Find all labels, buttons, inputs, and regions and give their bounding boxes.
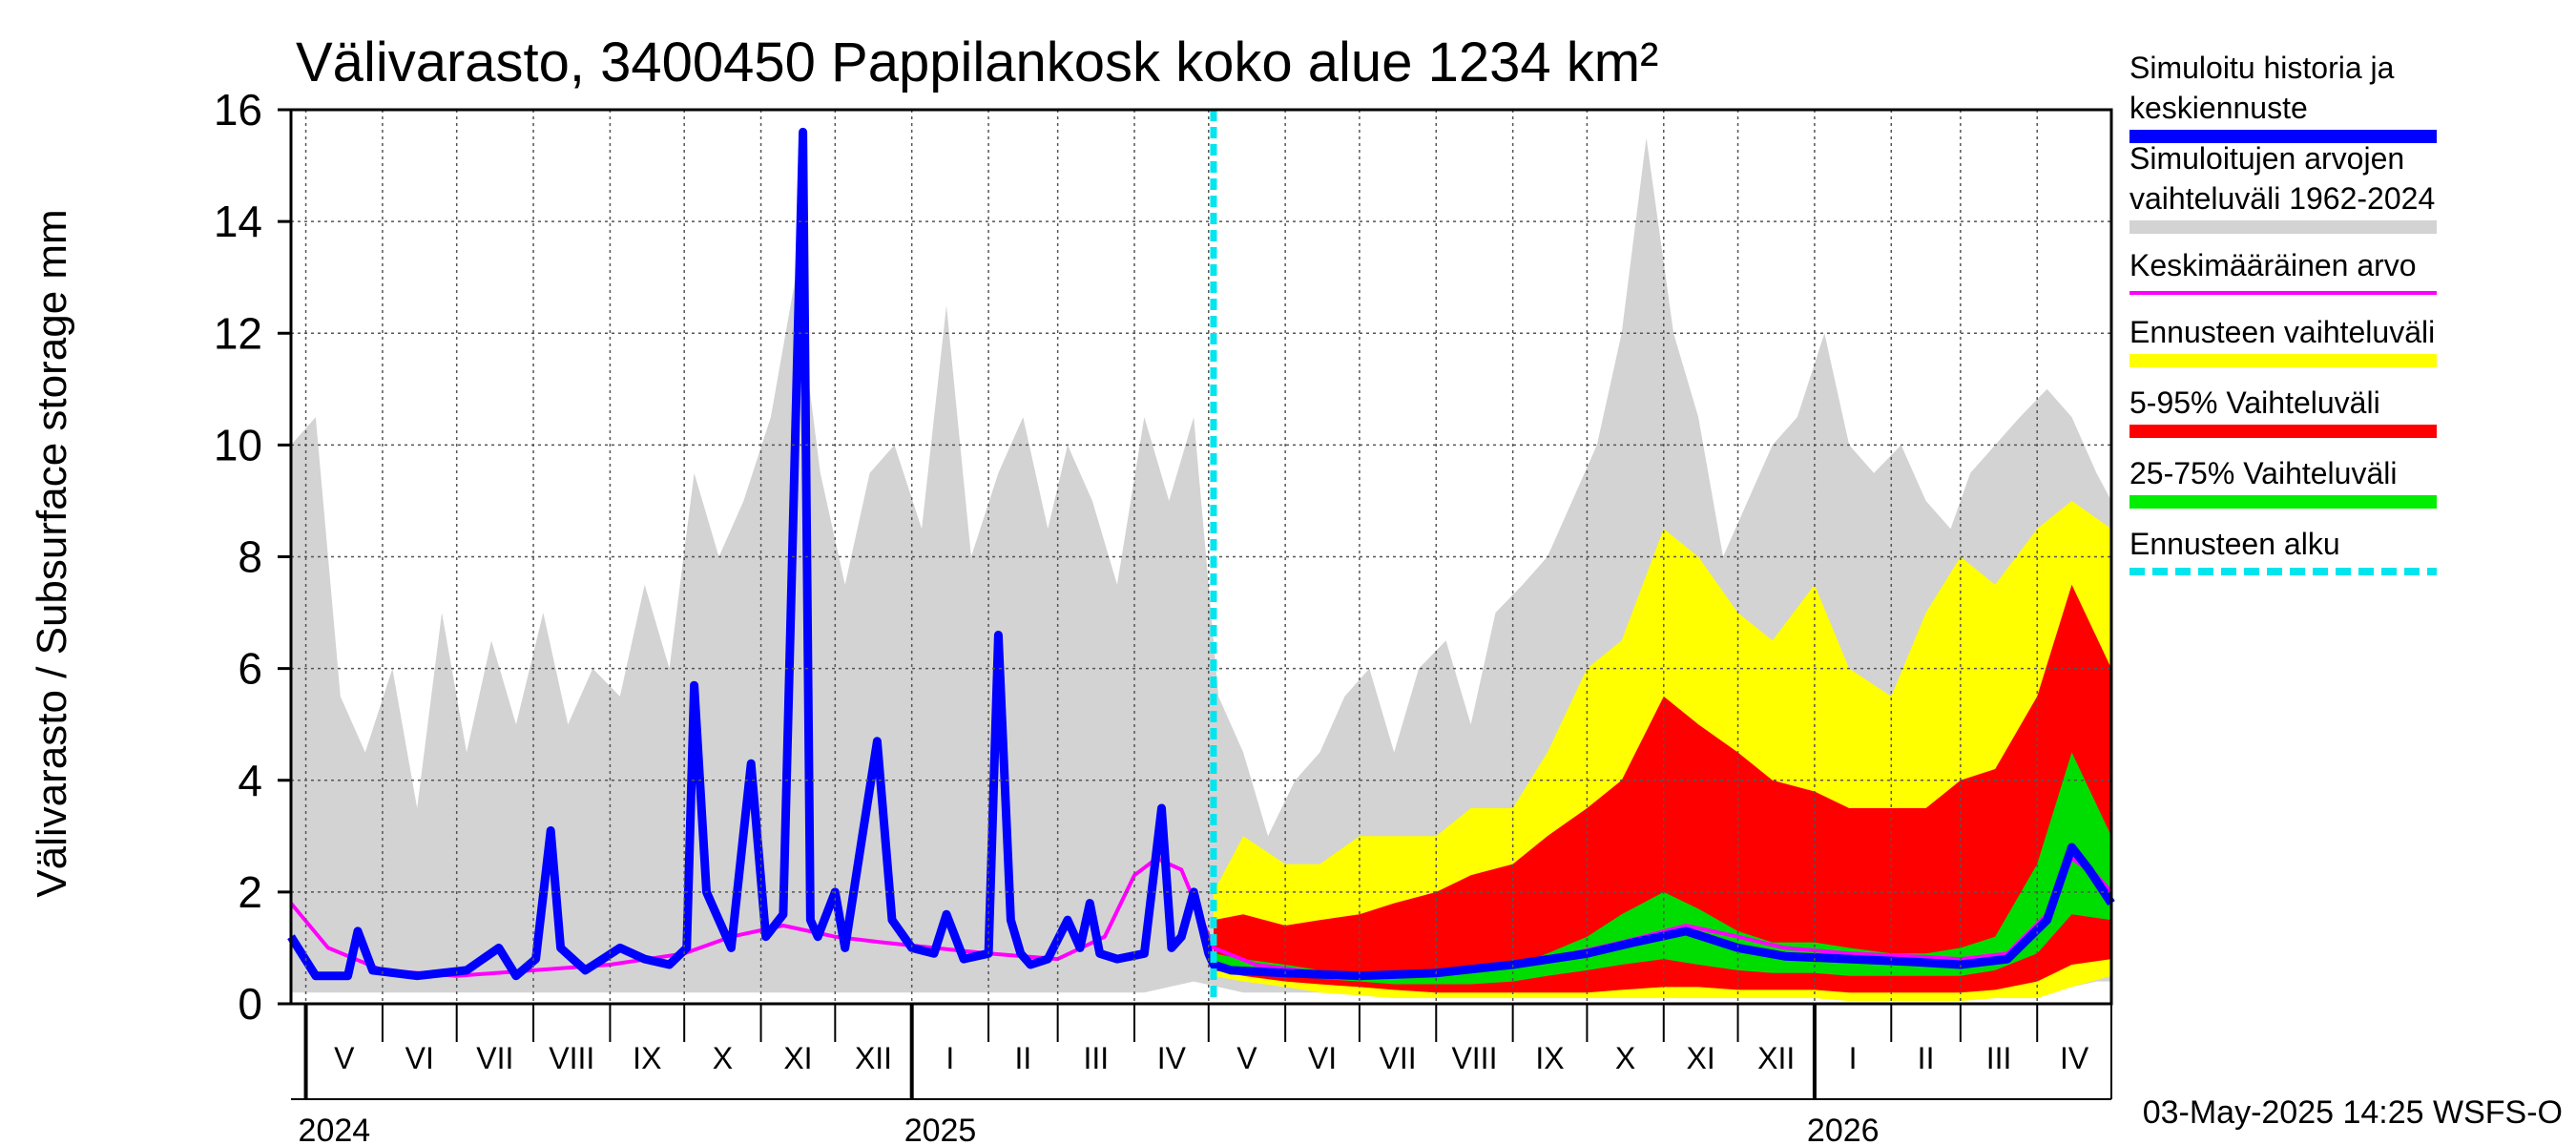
legend-swatch — [2129, 425, 2437, 438]
year-label-1: 2025 — [904, 1113, 977, 1145]
x-tick-label-16: IX — [1535, 1041, 1564, 1075]
y-axis-label: Välivarasto / Subsurface storage mm — [29, 209, 75, 898]
x-tick-label-13: VI — [1308, 1041, 1337, 1075]
y-tick-label-4: 8 — [238, 532, 262, 582]
x-tick-label-21: II — [1918, 1041, 1935, 1075]
x-tick-label-5: X — [713, 1041, 733, 1075]
year-label-0: 2024 — [299, 1113, 371, 1145]
legend-swatch — [2129, 568, 2437, 575]
x-tick-label-15: VIII — [1451, 1041, 1497, 1075]
legend-item-5-95: 5-95% Vaihteluväli — [2129, 383, 2549, 453]
legend-item-25-75: 25-75% Vaihteluväli — [2129, 453, 2549, 524]
legend-item-forecast-range: Ennusteen vaihteluväli — [2129, 312, 2549, 383]
x-tick-label-11: IV — [1157, 1041, 1187, 1075]
timestamp-footer: 03-May-2025 14:25 WSFS-O — [2142, 1094, 2563, 1131]
legend-label: Simuloitu historia ja keskiennuste — [2129, 51, 2395, 125]
legend: Simuloitu historia ja keskiennuste Simul… — [2129, 48, 2549, 594]
x-tick-label-7: XII — [855, 1041, 892, 1075]
x-tick-label-10: III — [1083, 1041, 1109, 1075]
legend-swatch — [2129, 220, 2437, 234]
y-tick-label-0: 0 — [238, 979, 262, 1029]
y-tick-label-3: 6 — [238, 644, 262, 694]
legend-label: Ennusteen alku — [2129, 527, 2340, 561]
x-tick-label-23: IV — [2060, 1041, 2089, 1075]
y-tick-label-8: 16 — [214, 85, 262, 135]
legend-swatch — [2129, 495, 2437, 509]
legend-swatch — [2129, 130, 2437, 143]
x-tick-label-20: I — [1849, 1041, 1858, 1075]
legend-swatch — [2129, 291, 2437, 295]
y-tick-label-1: 2 — [238, 867, 262, 917]
x-tick-label-4: IX — [633, 1041, 661, 1075]
x-tick-label-2: VII — [476, 1041, 513, 1075]
x-tick-label-12: V — [1236, 1041, 1257, 1075]
legend-item-history: Simuloitu historia ja keskiennuste — [2129, 48, 2549, 143]
y-tick-label-6: 12 — [214, 308, 262, 358]
legend-label: Simuloitujen arvojen vaihteluväli 1962-2… — [2129, 141, 2436, 216]
legend-item-forecast-start: Ennusteen alku — [2129, 524, 2549, 594]
legend-item-range: Simuloitujen arvojen vaihteluväli 1962-2… — [2129, 138, 2549, 245]
chart-title: Välivarasto, 3400450 Pappilankosk koko a… — [296, 31, 1659, 94]
legend-label: Keskimääräinen arvo — [2129, 248, 2417, 282]
series-band-2 — [1214, 584, 2111, 993]
legend-swatch — [2129, 354, 2437, 367]
x-tick-label-6: XI — [783, 1041, 812, 1075]
x-tick-label-19: XII — [1757, 1041, 1795, 1075]
y-tick-label-2: 4 — [238, 756, 262, 805]
x-tick-label-9: II — [1014, 1041, 1031, 1075]
legend-label: 25-75% Vaihteluväli — [2129, 456, 2398, 490]
legend-label: Ennusteen vaihteluväli — [2129, 315, 2436, 349]
x-tick-label-3: VIII — [549, 1041, 594, 1075]
x-tick-label-0: V — [334, 1041, 355, 1075]
legend-label: 5-95% Vaihteluväli — [2129, 385, 2380, 420]
y-tick-label-5: 10 — [214, 420, 262, 469]
x-tick-label-22: III — [1986, 1041, 2012, 1075]
x-tick-label-17: X — [1615, 1041, 1635, 1075]
x-tick-label-18: XI — [1687, 1041, 1715, 1075]
x-tick-label-14: VII — [1380, 1041, 1417, 1075]
y-tick-label-7: 14 — [214, 197, 262, 246]
legend-item-mean: Keskimääräinen arvo — [2129, 245, 2549, 312]
x-tick-label-8: I — [945, 1041, 954, 1075]
year-label-2: 2026 — [1807, 1113, 1880, 1145]
x-tick-label-1: VI — [405, 1041, 434, 1075]
